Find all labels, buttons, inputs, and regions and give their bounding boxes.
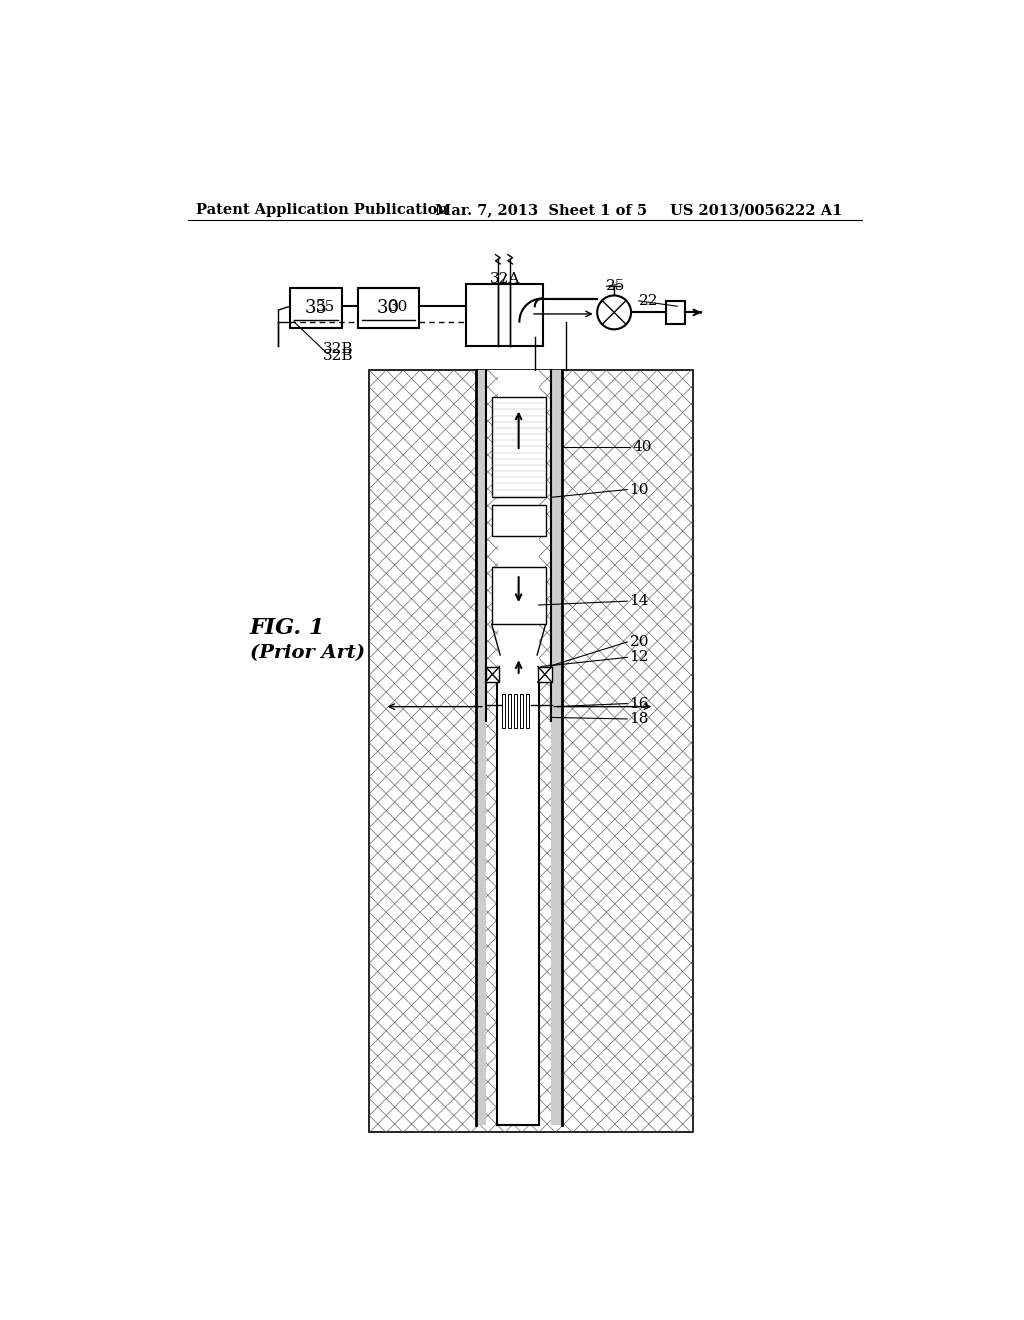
Text: Patent Application Publication: Patent Application Publication xyxy=(196,203,449,216)
Bar xyxy=(498,685,539,1125)
Text: 35: 35 xyxy=(316,300,336,314)
Text: Mar. 7, 2013  Sheet 1 of 5: Mar. 7, 2013 Sheet 1 of 5 xyxy=(435,203,647,216)
Text: 32B: 32B xyxy=(323,350,353,363)
Bar xyxy=(508,693,511,729)
Text: (Prior Art): (Prior Art) xyxy=(250,644,365,661)
Text: 12: 12 xyxy=(630,651,649,664)
Bar xyxy=(290,288,342,327)
Text: 40: 40 xyxy=(633,440,652,454)
Bar xyxy=(520,693,523,729)
Text: US 2013/0056222 A1: US 2013/0056222 A1 xyxy=(670,203,842,216)
Bar xyxy=(538,667,552,682)
Bar xyxy=(492,566,546,624)
Bar xyxy=(466,284,543,346)
Text: 22: 22 xyxy=(639,294,658,308)
Bar xyxy=(475,370,562,1125)
Bar xyxy=(492,506,546,536)
Text: 32B: 32B xyxy=(323,342,353,356)
Text: 20: 20 xyxy=(630,635,649,649)
Bar xyxy=(475,370,486,1125)
Text: 25: 25 xyxy=(606,280,626,293)
Bar xyxy=(357,288,419,327)
Text: 16: 16 xyxy=(630,697,649,710)
Bar xyxy=(485,667,500,682)
Text: 35: 35 xyxy=(305,298,328,317)
Text: 30: 30 xyxy=(377,298,400,317)
Bar xyxy=(502,693,505,729)
Bar xyxy=(498,370,539,1125)
Bar xyxy=(551,370,562,1125)
Text: 14: 14 xyxy=(630,594,649,609)
Text: 32A: 32A xyxy=(490,272,521,286)
Text: 18: 18 xyxy=(630,711,649,726)
Text: 30: 30 xyxy=(388,300,408,314)
Bar xyxy=(514,693,517,729)
Text: 10: 10 xyxy=(630,483,649,496)
Text: FIG. 1: FIG. 1 xyxy=(250,618,326,639)
Bar xyxy=(492,397,546,498)
Bar xyxy=(370,370,692,1133)
Bar xyxy=(526,693,529,729)
Bar xyxy=(666,301,685,323)
